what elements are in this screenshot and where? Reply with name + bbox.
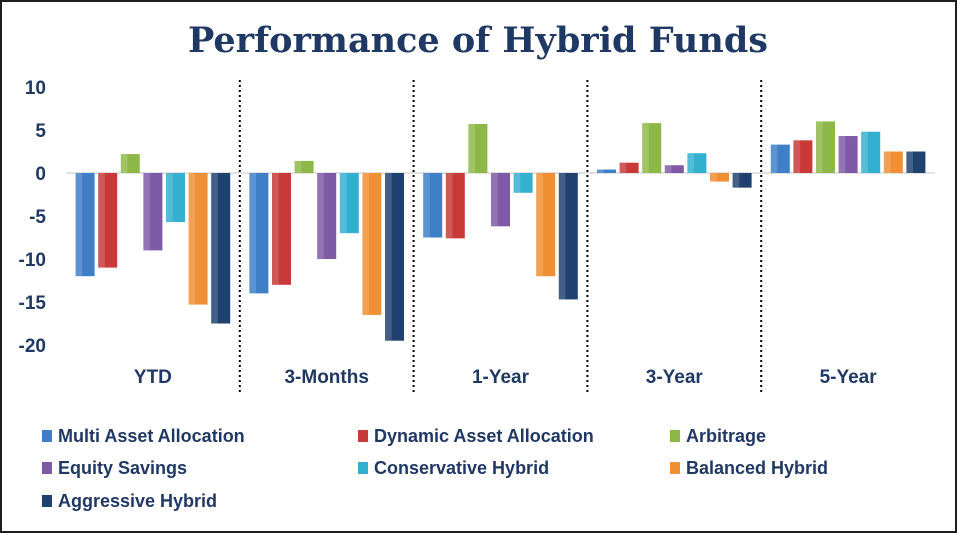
bar [385, 173, 404, 341]
y-tick-label: -10 [19, 250, 46, 271]
legend-item: Multi Asset Allocation [42, 426, 245, 446]
legend-swatch [358, 462, 368, 474]
bar [188, 173, 208, 305]
y-tick-label: 5 [35, 121, 46, 142]
bar [211, 173, 231, 324]
legend-swatch [670, 462, 680, 474]
legend-label: Multi Asset Allocation [58, 426, 245, 446]
y-tick-label: -5 [29, 207, 46, 228]
bar [816, 121, 835, 173]
bar [249, 173, 269, 294]
bar [838, 136, 858, 173]
legend: Multi Asset Allocation Dynamic Asset Allo… [42, 426, 828, 511]
y-tick-label: 0 [35, 164, 46, 185]
legend-item: Conservative Hybrid [358, 458, 549, 478]
legend-label: Aggressive Hybrid [58, 491, 217, 511]
x-tick-label: 5-Year [820, 367, 878, 388]
legend-label: Dynamic Asset Allocation [374, 426, 594, 446]
bar [339, 173, 359, 234]
bar [143, 173, 163, 251]
bar [619, 162, 639, 173]
legend-swatch [42, 430, 52, 442]
x-tick-label: 1-Year [472, 367, 530, 388]
bar [362, 173, 382, 315]
x-tick-label: 3-Months [284, 367, 368, 388]
bar [906, 151, 926, 173]
x-tick-label: YTD [134, 367, 172, 388]
bar [423, 173, 443, 238]
bar [558, 173, 578, 300]
y-tick-label: 10 [25, 78, 46, 99]
y-tick-label: -15 [19, 293, 47, 314]
bar [98, 173, 118, 268]
bar [664, 165, 684, 173]
bar [491, 173, 510, 227]
bar [272, 173, 291, 285]
bar [687, 153, 707, 173]
legend-item: Equity Savings [42, 458, 187, 478]
bar [642, 123, 662, 173]
y-axis: 10 5 0 -5 -10 -15 -20 [19, 78, 47, 357]
bar [710, 173, 729, 182]
legend-item: Arbitrage [670, 426, 766, 446]
bar [732, 173, 752, 188]
bar [120, 154, 140, 173]
legend-label: Balanced Hybrid [686, 458, 828, 478]
x-axis: YTD 3-Months 1-Year 3-Year 5-Year [134, 367, 877, 388]
legend-item: Dynamic Asset Allocation [358, 426, 594, 446]
bar [536, 173, 556, 277]
legend-label: Arbitrage [686, 426, 766, 446]
bar [770, 144, 790, 173]
legend-label: Equity Savings [58, 458, 187, 478]
bar [445, 173, 465, 239]
bar [294, 160, 314, 173]
bar [793, 140, 813, 173]
bar [597, 169, 616, 173]
legend-swatch [358, 430, 368, 442]
bar [513, 173, 533, 193]
category-separators [238, 80, 763, 392]
bar [317, 173, 337, 259]
legend-swatch [42, 495, 52, 507]
bar [861, 131, 881, 173]
legend-item: Balanced Hybrid [670, 458, 828, 478]
bar [468, 123, 488, 173]
bar [883, 151, 903, 173]
bar [166, 173, 185, 223]
legend-label: Conservative Hybrid [374, 458, 549, 478]
legend-item: Aggressive Hybrid [42, 491, 217, 511]
x-tick-label: 3-Year [646, 367, 704, 388]
bars [75, 121, 926, 341]
legend-swatch [42, 462, 52, 474]
chart-title: Performance of Hybrid Funds [188, 20, 768, 61]
legend-swatch [670, 430, 680, 442]
bar [75, 173, 95, 277]
y-tick-label: -20 [19, 336, 46, 357]
